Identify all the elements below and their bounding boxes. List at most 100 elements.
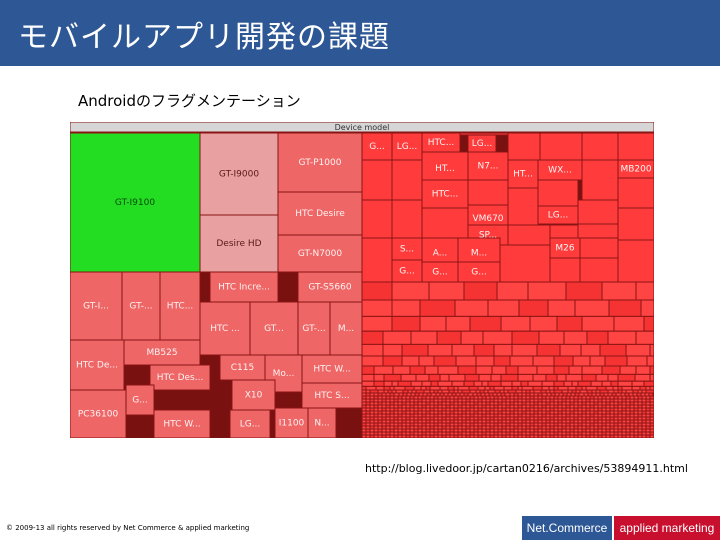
treemap-tail-cell bbox=[361, 385, 367, 391]
treemap-tail-cell bbox=[601, 281, 637, 301]
treemap-cell-bg bbox=[499, 244, 551, 283]
treemap-tail-cell bbox=[404, 385, 415, 391]
treemap-tail-cell bbox=[383, 373, 402, 382]
treemap-tail-cell bbox=[409, 365, 426, 375]
treemap-cell-label: S... bbox=[400, 245, 414, 255]
treemap-tail-cell bbox=[477, 385, 486, 391]
treemap-cell bbox=[277, 132, 363, 193]
treemap-cell-bg bbox=[537, 179, 579, 207]
treemap-tail-cell bbox=[382, 355, 403, 367]
treemap-tail-cell bbox=[493, 343, 513, 357]
treemap-cell bbox=[297, 271, 363, 303]
treemap-cell-label: N7... bbox=[477, 162, 498, 172]
treemap-tail-cell bbox=[532, 355, 555, 367]
treemap-tail-cell bbox=[451, 343, 475, 357]
treemap-tail-cell bbox=[547, 299, 576, 317]
treemap-tail-cell bbox=[410, 380, 423, 387]
treemap-tail-cell bbox=[473, 380, 483, 387]
treemap-tail-cell bbox=[405, 434, 411, 438]
treemap-cell bbox=[153, 409, 211, 438]
treemap-tail-cell bbox=[589, 434, 595, 438]
treemap-cell-label: GT-S5660 bbox=[308, 283, 351, 293]
treemap-tail-cell bbox=[581, 365, 603, 375]
treemap-cell-bg bbox=[421, 207, 469, 239]
treemap-tail-cell bbox=[569, 434, 575, 438]
source-url: http://blog.livedoor.jp/cartan0216/archi… bbox=[365, 462, 688, 475]
treemap-cell bbox=[70, 132, 201, 273]
treemap-tail-cell bbox=[631, 385, 641, 391]
treemap-tail-cell bbox=[385, 434, 391, 438]
treemap-cell-bg bbox=[579, 237, 619, 259]
treemap-tail-cell bbox=[625, 343, 651, 357]
treemap-tail-cell bbox=[361, 343, 384, 357]
treemap-tail-cell bbox=[468, 385, 479, 391]
treemap-tail-cell bbox=[511, 385, 519, 391]
treemap-cell-bg bbox=[507, 187, 539, 226]
treemap-tail-cell bbox=[577, 434, 583, 438]
treemap-tail-cell bbox=[463, 380, 475, 387]
treemap-cell-label: HTC De... bbox=[76, 361, 118, 371]
treemap-tail-cell bbox=[557, 434, 563, 438]
treemap-cell-label: MB525 bbox=[146, 348, 177, 358]
treemap-tail-cell bbox=[629, 434, 635, 438]
treemap-tail-cell bbox=[381, 434, 387, 438]
treemap-cell-label: G... bbox=[369, 142, 385, 152]
treemap-tail-cell bbox=[361, 365, 375, 375]
treemap-cell bbox=[277, 234, 363, 273]
treemap-tail-cell bbox=[361, 299, 393, 317]
treemap-cell-label: HTC W... bbox=[163, 420, 200, 430]
treemap-tail-cell bbox=[417, 434, 423, 438]
treemap-cell-label: HTC... bbox=[428, 138, 455, 148]
treemap-cell-bg bbox=[617, 132, 654, 161]
treemap-tail-cell bbox=[392, 365, 411, 375]
treemap-tail-cell bbox=[541, 380, 555, 387]
treemap-cell-bg bbox=[617, 207, 654, 241]
treemap-tail-cell bbox=[553, 385, 559, 391]
treemap-tail-cell bbox=[427, 343, 453, 357]
treemap-tail-cell bbox=[425, 385, 431, 391]
treemap-cell-bg bbox=[361, 199, 393, 239]
treemap-tail-cell bbox=[607, 373, 619, 382]
treemap-tail-cell bbox=[451, 380, 465, 387]
treemap-tail-cell bbox=[401, 355, 420, 367]
treemap-tail-cell bbox=[373, 380, 385, 387]
treemap-cell bbox=[199, 132, 279, 216]
treemap-tail-cell bbox=[433, 355, 457, 367]
treemap-tail-cell bbox=[389, 385, 395, 391]
treemap-cell-label: HTC Des... bbox=[157, 373, 204, 383]
treemap-tail-cell bbox=[641, 434, 647, 438]
treemap-tail-cell bbox=[425, 434, 431, 438]
treemap-tail-cell bbox=[397, 434, 403, 438]
treemap-tail-cell bbox=[517, 365, 538, 375]
treemap-cell-bg bbox=[617, 239, 654, 283]
treemap-tail-cell bbox=[493, 355, 511, 367]
treemap-tail-cell bbox=[481, 380, 489, 387]
treemap-tail-cell bbox=[557, 385, 569, 391]
treemap-tail-cell bbox=[475, 365, 493, 375]
treemap-cell bbox=[159, 271, 201, 341]
treemap-cell bbox=[121, 271, 161, 341]
treemap-tail-cell bbox=[527, 281, 567, 301]
treemap-tail-cell bbox=[489, 434, 495, 438]
treemap-cell-label: GT-... bbox=[302, 324, 325, 334]
treemap-cell-label: G... bbox=[399, 267, 415, 277]
treemap-tail-cell bbox=[361, 380, 375, 387]
treemap-tail-cell bbox=[493, 434, 499, 438]
treemap-tail-cell bbox=[393, 434, 399, 438]
treemap-cell bbox=[123, 339, 201, 366]
treemap-tail-cell bbox=[533, 434, 539, 438]
treemap-cell-label: LG... bbox=[397, 142, 418, 152]
treemap-tail-cell bbox=[429, 434, 435, 438]
treemap-tail-cell bbox=[586, 330, 609, 345]
treemap-tail-cell bbox=[500, 315, 531, 332]
treemap-cell-label: HTC W... bbox=[313, 365, 350, 375]
treemap-tail-cell bbox=[567, 385, 577, 391]
treemap-tail-cell bbox=[361, 373, 375, 382]
treemap-tail-cell bbox=[429, 385, 441, 391]
treemap-cell-label: G... bbox=[132, 396, 148, 406]
treemap-tail-cell bbox=[453, 434, 459, 438]
treemap-tail-cell bbox=[397, 380, 412, 387]
treemap-cell bbox=[70, 339, 125, 391]
treemap-tail-cell bbox=[545, 373, 558, 382]
treemap-tail-cell bbox=[418, 355, 435, 367]
